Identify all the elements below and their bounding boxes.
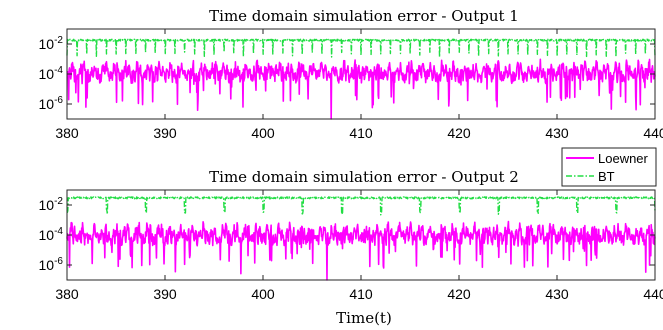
x-axis-label: Time(t) [336, 309, 392, 327]
chart-title: Time domain simulation error - Output 1 [209, 7, 519, 25]
y-tick-label: 10-6 [39, 95, 64, 112]
chart-panel-output-2: Time domain simulation error - Output 2 … [39, 168, 663, 327]
legend-box [561, 147, 657, 187]
x-tick-label: 440 [643, 286, 663, 302]
series-line-loewner [66, 220, 656, 281]
y-tick-label: 10-2 [39, 35, 64, 52]
ticks-layer: 380 390 400 410 420 430 440 10-2 10-4 10-6 [39, 190, 663, 302]
y-tick-label: 10-2 [39, 196, 64, 213]
x-tick-label: 430 [545, 125, 569, 141]
chart-title: Time domain simulation error - Output 2 [209, 168, 519, 186]
x-tick-label: 400 [251, 286, 275, 302]
x-tick-label: 400 [251, 125, 275, 141]
series-layer [66, 38, 656, 120]
y-tick-label: 10-4 [39, 65, 64, 82]
series-layer [66, 196, 656, 281]
x-tick-label: 390 [153, 286, 177, 302]
x-tick-label: 410 [349, 286, 373, 302]
series-line-bt [66, 196, 656, 216]
chart-panel-output-1: Time domain simulation error - Output 1 … [39, 7, 663, 141]
series-line-loewner [66, 58, 656, 120]
series-line-bt [66, 38, 656, 58]
x-tick-label: 420 [447, 286, 471, 302]
x-tick-label: 380 [55, 125, 79, 141]
ticks-layer: 380 390 400 410 420 430 440 10-2 10-4 10-6 [39, 29, 663, 141]
y-tick-label: 10-4 [39, 226, 64, 243]
x-tick-label: 410 [349, 125, 373, 141]
x-tick-label: 440 [643, 125, 663, 141]
x-tick-label: 430 [545, 286, 569, 302]
x-tick-label: 390 [153, 125, 177, 141]
x-tick-label: 420 [447, 125, 471, 141]
legend: Loewner BT [561, 147, 657, 187]
legend-label-bt: BT [598, 169, 615, 184]
y-tick-label: 10-6 [39, 256, 64, 273]
legend-label-loewner: Loewner [598, 151, 649, 166]
x-tick-label: 380 [55, 286, 79, 302]
